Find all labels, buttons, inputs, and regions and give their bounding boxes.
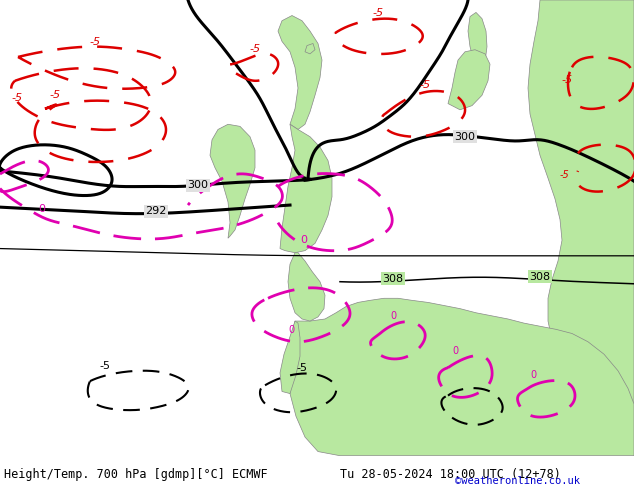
Text: 308: 308 bbox=[382, 274, 404, 284]
Text: -5: -5 bbox=[560, 170, 570, 180]
Text: -5: -5 bbox=[420, 80, 430, 90]
Polygon shape bbox=[528, 0, 634, 443]
Text: -5: -5 bbox=[249, 44, 261, 54]
Text: Height/Temp. 700 hPa [gdmp][°C] ECMWF: Height/Temp. 700 hPa [gdmp][°C] ECMWF bbox=[4, 468, 268, 482]
Text: -5: -5 bbox=[100, 361, 110, 371]
Polygon shape bbox=[278, 16, 322, 129]
Text: ©weatheronline.co.uk: ©weatheronline.co.uk bbox=[455, 476, 580, 486]
Text: 292: 292 bbox=[145, 206, 167, 217]
Text: 0: 0 bbox=[300, 235, 307, 245]
Text: -5: -5 bbox=[12, 94, 23, 103]
Polygon shape bbox=[288, 253, 325, 321]
Text: -5: -5 bbox=[49, 90, 61, 100]
Polygon shape bbox=[280, 321, 300, 393]
Text: -5: -5 bbox=[89, 37, 101, 47]
Text: 0: 0 bbox=[452, 346, 458, 356]
Text: 0: 0 bbox=[530, 370, 536, 380]
Polygon shape bbox=[468, 12, 487, 69]
Text: -5: -5 bbox=[372, 7, 384, 18]
Text: 0: 0 bbox=[38, 204, 45, 214]
Text: -5: -5 bbox=[297, 363, 307, 373]
Polygon shape bbox=[288, 298, 634, 456]
Polygon shape bbox=[280, 124, 332, 253]
Text: 300: 300 bbox=[188, 180, 209, 191]
Polygon shape bbox=[305, 44, 315, 54]
Polygon shape bbox=[210, 124, 255, 238]
Text: -5: -5 bbox=[562, 75, 573, 85]
Text: 0: 0 bbox=[288, 325, 294, 336]
Text: 300: 300 bbox=[455, 132, 476, 142]
Polygon shape bbox=[448, 49, 490, 110]
Text: 308: 308 bbox=[529, 271, 550, 282]
Text: 0: 0 bbox=[390, 311, 396, 321]
Text: Tu 28-05-2024 18:00 UTC (12+78): Tu 28-05-2024 18:00 UTC (12+78) bbox=[340, 468, 561, 482]
